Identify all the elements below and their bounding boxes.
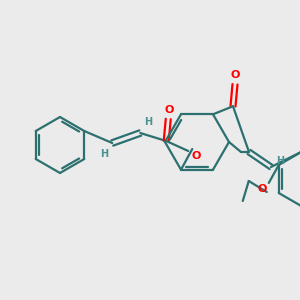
Text: O: O (230, 70, 240, 80)
Text: O: O (165, 105, 174, 115)
Text: O: O (257, 184, 266, 194)
Text: H: H (144, 117, 152, 127)
Text: H: H (276, 156, 284, 166)
Text: H: H (100, 149, 108, 159)
Text: O: O (192, 151, 201, 161)
